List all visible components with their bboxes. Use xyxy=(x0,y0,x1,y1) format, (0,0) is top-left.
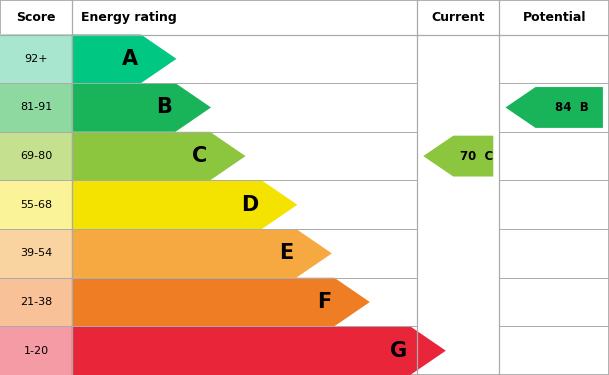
Text: Potential: Potential xyxy=(523,11,586,24)
Text: Score: Score xyxy=(16,11,55,24)
Bar xyxy=(0,132,72,180)
Polygon shape xyxy=(72,180,297,229)
Bar xyxy=(0,34,72,83)
Text: D: D xyxy=(242,195,259,215)
Text: G: G xyxy=(390,340,407,361)
Text: Current: Current xyxy=(432,11,485,24)
Text: 70  C: 70 C xyxy=(460,150,493,163)
Bar xyxy=(0,326,72,375)
Text: F: F xyxy=(317,292,331,312)
Bar xyxy=(0,278,72,326)
Text: 55-68: 55-68 xyxy=(20,200,52,210)
Text: 84  B: 84 B xyxy=(555,101,589,114)
Text: B: B xyxy=(157,98,172,117)
Polygon shape xyxy=(72,326,446,375)
Text: C: C xyxy=(192,146,207,166)
Bar xyxy=(0,180,72,229)
Text: 81-91: 81-91 xyxy=(20,102,52,112)
Text: 1-20: 1-20 xyxy=(23,346,49,355)
Text: 21-38: 21-38 xyxy=(20,297,52,307)
Polygon shape xyxy=(72,83,211,132)
Text: 92+: 92+ xyxy=(24,54,48,64)
Text: E: E xyxy=(279,243,294,263)
Bar xyxy=(0,83,72,132)
Text: 69-80: 69-80 xyxy=(20,151,52,161)
Polygon shape xyxy=(72,278,370,326)
Polygon shape xyxy=(423,136,493,177)
Polygon shape xyxy=(72,229,332,278)
Text: Energy rating: Energy rating xyxy=(81,11,177,24)
Polygon shape xyxy=(72,34,177,83)
Polygon shape xyxy=(72,132,245,180)
Text: 39-54: 39-54 xyxy=(20,248,52,258)
Text: A: A xyxy=(122,49,138,69)
Polygon shape xyxy=(505,87,603,128)
Bar xyxy=(0,229,72,278)
